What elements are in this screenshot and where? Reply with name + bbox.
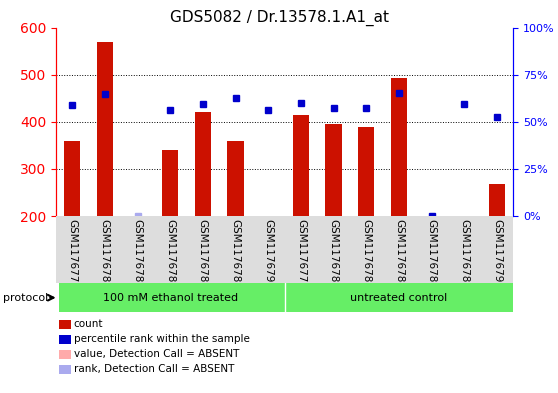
Text: GSM1176786: GSM1176786 xyxy=(427,219,437,290)
Text: untreated control: untreated control xyxy=(350,293,448,303)
Text: percentile rank within the sample: percentile rank within the sample xyxy=(74,334,249,344)
Text: GSM1176778: GSM1176778 xyxy=(296,219,306,290)
Bar xyxy=(325,124,341,216)
Text: GDS5082 / Dr.13578.1.A1_at: GDS5082 / Dr.13578.1.A1_at xyxy=(170,10,388,26)
Text: GSM1176788: GSM1176788 xyxy=(459,219,469,290)
Bar xyxy=(56,283,285,312)
Text: protocol: protocol xyxy=(3,293,48,303)
Text: GSM1176780: GSM1176780 xyxy=(329,219,339,289)
Bar xyxy=(64,141,80,216)
Bar xyxy=(293,115,309,216)
Text: GSM1176789: GSM1176789 xyxy=(230,219,240,290)
Text: GSM1176787: GSM1176787 xyxy=(198,219,208,290)
Bar xyxy=(489,184,505,216)
Text: GSM1176783: GSM1176783 xyxy=(132,219,142,290)
Text: GSM1176779: GSM1176779 xyxy=(67,219,77,290)
Text: GSM1176784: GSM1176784 xyxy=(394,219,404,290)
Text: GSM1176791: GSM1176791 xyxy=(263,219,273,290)
Text: rank, Detection Call = ABSENT: rank, Detection Call = ABSENT xyxy=(74,364,234,374)
Bar xyxy=(285,283,513,312)
Text: GSM1176781: GSM1176781 xyxy=(100,219,110,290)
Text: GSM1176785: GSM1176785 xyxy=(165,219,175,290)
Text: count: count xyxy=(74,319,103,329)
Bar xyxy=(162,150,179,216)
Bar xyxy=(228,141,244,216)
Bar xyxy=(97,42,113,216)
Text: 100 mM ethanol treated: 100 mM ethanol treated xyxy=(103,293,238,303)
Text: GSM1176790: GSM1176790 xyxy=(492,219,502,289)
Text: GSM1176782: GSM1176782 xyxy=(361,219,371,290)
Text: value, Detection Call = ABSENT: value, Detection Call = ABSENT xyxy=(74,349,239,359)
Bar xyxy=(195,112,211,216)
Bar xyxy=(391,78,407,216)
Bar xyxy=(358,127,374,216)
